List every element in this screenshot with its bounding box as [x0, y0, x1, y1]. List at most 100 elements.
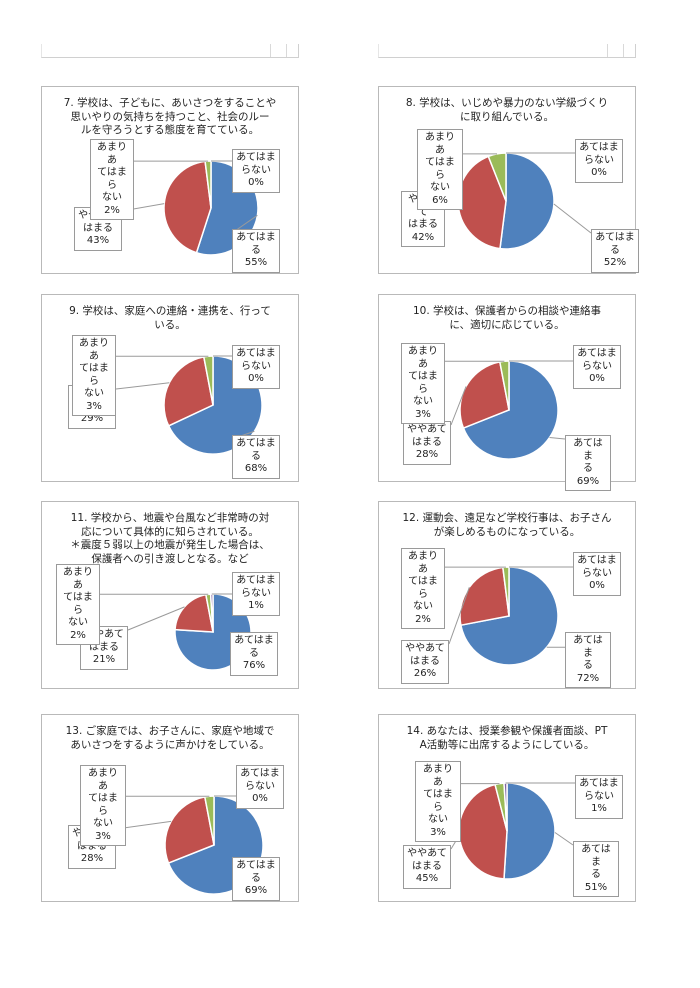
slice-somewhat-apply — [174, 593, 214, 633]
label-category: あてはま る — [234, 635, 274, 659]
label-category: あてはま らない — [236, 575, 276, 599]
label-percent: 21% — [92, 654, 116, 665]
label-not-much: あまりあ てはまら ない 3% — [415, 761, 461, 842]
label-category: あてはま る — [573, 635, 603, 671]
label-not-much: あまりあ てはまら ない 2% — [56, 564, 100, 645]
label-not-much: あまりあ てはまら ない 3% — [80, 765, 126, 846]
label-percent: 0% — [591, 167, 607, 178]
chart-title: 7. 学校は、子どもに、あいさつをすることや 思いやりの気持ちを持つこと、社会の… — [63, 97, 277, 136]
label-category: あまりあ てはまら ない — [425, 132, 455, 193]
slice-somewhat-apply — [163, 160, 212, 254]
label-percent: 43% — [86, 235, 110, 246]
label-not-apply: あてはま らない 0% — [573, 552, 621, 596]
label-percent: 2% — [70, 629, 86, 641]
frame-divider — [607, 44, 608, 57]
label-not-apply: あてはま らない 0% — [575, 139, 623, 183]
label-not-apply: あてはま らない 0% — [232, 149, 280, 193]
label-not-apply: あてはま らない 0% — [232, 345, 280, 389]
label-not-much: あまりあ てはまら ない 2% — [90, 139, 134, 220]
label-percent: 69% — [576, 475, 600, 487]
chart-title: 12. 運動会、遠足など学校行事は、お子さん が楽しめるものになっている。 — [402, 512, 612, 538]
label-category: あまりあ てはまら ない — [423, 764, 453, 825]
label-percent: 1% — [248, 600, 264, 611]
label-percent: 68% — [244, 463, 268, 474]
label-apply: あてはま る 69% — [565, 435, 611, 491]
slice-somewhat-apply — [164, 795, 215, 865]
label-percent: 0% — [252, 793, 268, 804]
label-category: あてはま る — [595, 232, 635, 256]
label-percent: 3% — [415, 408, 431, 420]
label-not-apply: あてはま らない 0% — [236, 765, 284, 809]
slice-apply — [462, 360, 559, 460]
label-percent: 0% — [248, 373, 264, 384]
label-category: あまりあ てはまら ない — [97, 142, 127, 203]
label-percent: 1% — [591, 803, 607, 814]
label-percent: 26% — [413, 668, 437, 679]
label-apply: あてはま る 72% — [565, 632, 611, 688]
previous-chart-frame-left — [41, 44, 299, 58]
label-category: あてはま らない — [579, 142, 619, 166]
label-percent: 28% — [80, 853, 104, 864]
pie-chart-q11: 11. 学校から、地震や台風など非常時の対 応について具体的に知らされている。 … — [41, 501, 299, 689]
label-not-much: あまりあ てはまら ない 3% — [72, 335, 116, 416]
label-percent: 45% — [415, 873, 439, 884]
pie-chart-q9: 9. 学校は、家庭への連絡・連携を、行って いる。 あてはま る68%ややあて … — [41, 294, 299, 482]
pie-chart-q12: 12. 運動会、遠足など学校行事は、お子さん が楽しめるものになっている。 あて… — [378, 501, 636, 689]
label-apply: あてはま る 68% — [232, 435, 280, 479]
chart-title: 13. ご家庭では、お子さんに、家庭や地域で あいさつをするように声かけをしてい… — [65, 725, 275, 751]
label-percent: 2% — [415, 613, 431, 625]
label-category: あまりあ てはまら ない — [79, 338, 109, 399]
label-category: ややあて はまる — [407, 424, 447, 448]
slice-somewhat-apply — [459, 566, 510, 627]
label-percent: 52% — [603, 257, 627, 268]
pie-svg — [450, 782, 575, 880]
label-percent: 3% — [86, 400, 102, 412]
label-category: あまりあ てはまら ない — [63, 567, 93, 628]
label-not-apply: あてはま らない 0% — [573, 345, 621, 389]
label-category: あてはま る — [236, 232, 276, 256]
label-percent: 72% — [576, 672, 600, 684]
leader-line — [553, 203, 592, 234]
pie-svg — [445, 360, 573, 460]
label-apply: あてはま る 52% — [591, 229, 639, 273]
pie-chart-q14: 14. あなたは、授業参観や保護者面談、PT A活動等に出席するようにしている。… — [378, 714, 636, 902]
label-category: ややあて はまる — [405, 643, 445, 667]
label-percent: 69% — [244, 885, 268, 896]
label-category: あまりあ てはまら ない — [88, 768, 118, 829]
leader-line — [549, 437, 566, 440]
label-somewhat-apply: ややあて はまる 45% — [403, 845, 451, 889]
label-somewhat-apply: ややあて はまる 26% — [401, 640, 449, 684]
leader-line — [127, 606, 185, 631]
label-category: あてはま らない — [577, 555, 617, 579]
label-not-much: あまりあ てはまら ない 3% — [401, 343, 445, 424]
label-category: あてはま る — [573, 438, 603, 474]
pie-svg — [445, 566, 573, 666]
leader-line — [448, 587, 470, 645]
label-apply: あてはま る 55% — [232, 229, 280, 273]
chart-title: 9. 学校は、家庭への連絡・連携を、行って いる。 — [69, 305, 271, 331]
leader-line — [450, 386, 467, 426]
label-percent: 76% — [242, 660, 266, 671]
pie-svg — [445, 152, 592, 250]
frame-divider — [270, 44, 271, 57]
label-category: ややあて はまる — [407, 848, 447, 872]
label-category: あてはま る — [236, 860, 276, 884]
label-percent: 55% — [244, 257, 268, 268]
label-category: ややあて はまる — [84, 629, 124, 653]
label-percent: 3% — [95, 830, 111, 842]
label-not-much: あまりあ てはまら ない 6% — [417, 129, 463, 210]
label-not-apply: あてはま らない 1% — [232, 572, 280, 616]
pie-chart-q8: 8. 学校は、いじめや暴力のない学級づくり に取り組んでいる。 あてはま る 52… — [378, 86, 639, 274]
chart-title: 11. 学校から、地震や台風など非常時の対 応について具体的に知らされている。 … — [70, 512, 270, 565]
label-percent: 2% — [104, 204, 120, 216]
label-category: あまりあ てはまら ない — [408, 551, 438, 612]
label-apply: あてはま る 51% — [573, 841, 619, 897]
label-percent: 0% — [589, 580, 605, 591]
frame-divider — [286, 44, 287, 57]
label-category: あてはま らない — [579, 778, 619, 802]
leader-line — [115, 382, 170, 390]
chart-title: 10. 学校は、保護者からの相談や連絡事 に、適切に応じている。 — [412, 305, 602, 331]
label-percent: 29% — [80, 413, 104, 424]
